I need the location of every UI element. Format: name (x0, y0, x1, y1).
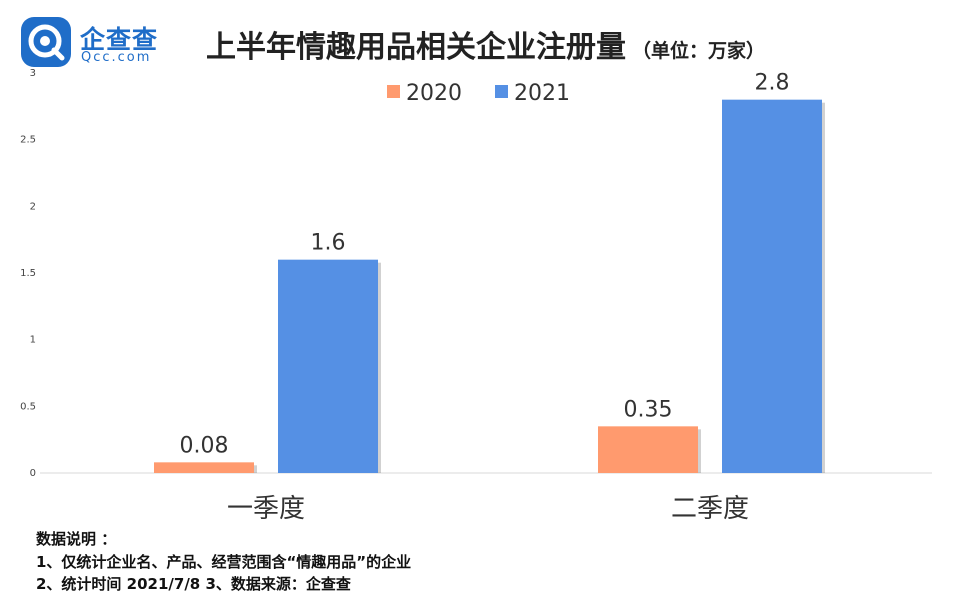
notes-line-1: 1、仅统计企业名、产品、经营范围含“情趣用品”的企业 (36, 552, 412, 571)
y-tick-label: 2.5 (20, 135, 36, 146)
y-tick-label: 0 (30, 468, 36, 479)
logo-name-en: Qcc.com (81, 50, 152, 65)
qcc-logo: 企查查 Qcc.com (20, 16, 170, 68)
chart-title: 上半年情趣用品相关企业注册量 (206, 30, 626, 65)
y-tick-label: 1.5 (20, 268, 36, 279)
data-label: 0.08 (180, 433, 229, 458)
bar-2020-2 (598, 426, 698, 473)
legend-swatch-2020 (387, 85, 400, 98)
data-label: 2.8 (755, 71, 790, 96)
y-tick-label: 0.5 (20, 401, 36, 412)
bar-2021-1 (278, 259, 378, 473)
x-category-label: 二季度 (671, 494, 749, 520)
qcc-logo-icon (21, 17, 71, 67)
chart-heading: 上半年情趣用品相关企业注册量 （单位：万家） (206, 22, 765, 66)
bar-2020-1 (154, 462, 254, 473)
y-tick-label: 3 (30, 68, 36, 79)
y-tick-label: 2 (30, 201, 36, 212)
legend-label-2020: 2020 (406, 81, 462, 106)
legend-swatch-2021 (495, 85, 508, 98)
data-label: 0.35 (624, 397, 673, 422)
y-tick-label: 1 (30, 335, 36, 346)
chart-subtitle: （单位：万家） (632, 40, 766, 62)
data-label: 1.6 (311, 231, 346, 256)
logo-name-cn: 企查查 (80, 25, 159, 54)
x-category-label: 一季度 (227, 494, 305, 520)
bar-chart: 0 0.5 1 1.5 2 2.5 3 0.08 1.6 一季度 0.35 2.8 二季度 2020 202… (20, 68, 932, 520)
notes-line-2: 2、统计时间 2021/7/8 3、数据来源：企查查 (36, 575, 351, 593)
notes-heading: 数据说明 ： (36, 530, 117, 548)
bar-2021-2 (722, 99, 822, 474)
legend-label-2021: 2021 (514, 81, 570, 106)
data-notes: 数据说明 ： 1、仅统计企业名、产品、经营范围含“情趣用品”的企业 2、统计时间… (36, 528, 411, 596)
